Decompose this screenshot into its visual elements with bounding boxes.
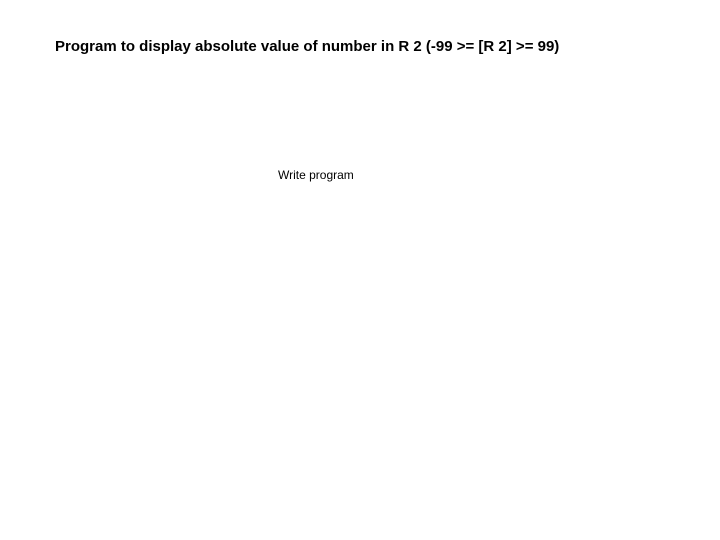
document-title: Program to display absolute value of num… [55,38,559,55]
document-subtitle: Write program [278,168,354,182]
